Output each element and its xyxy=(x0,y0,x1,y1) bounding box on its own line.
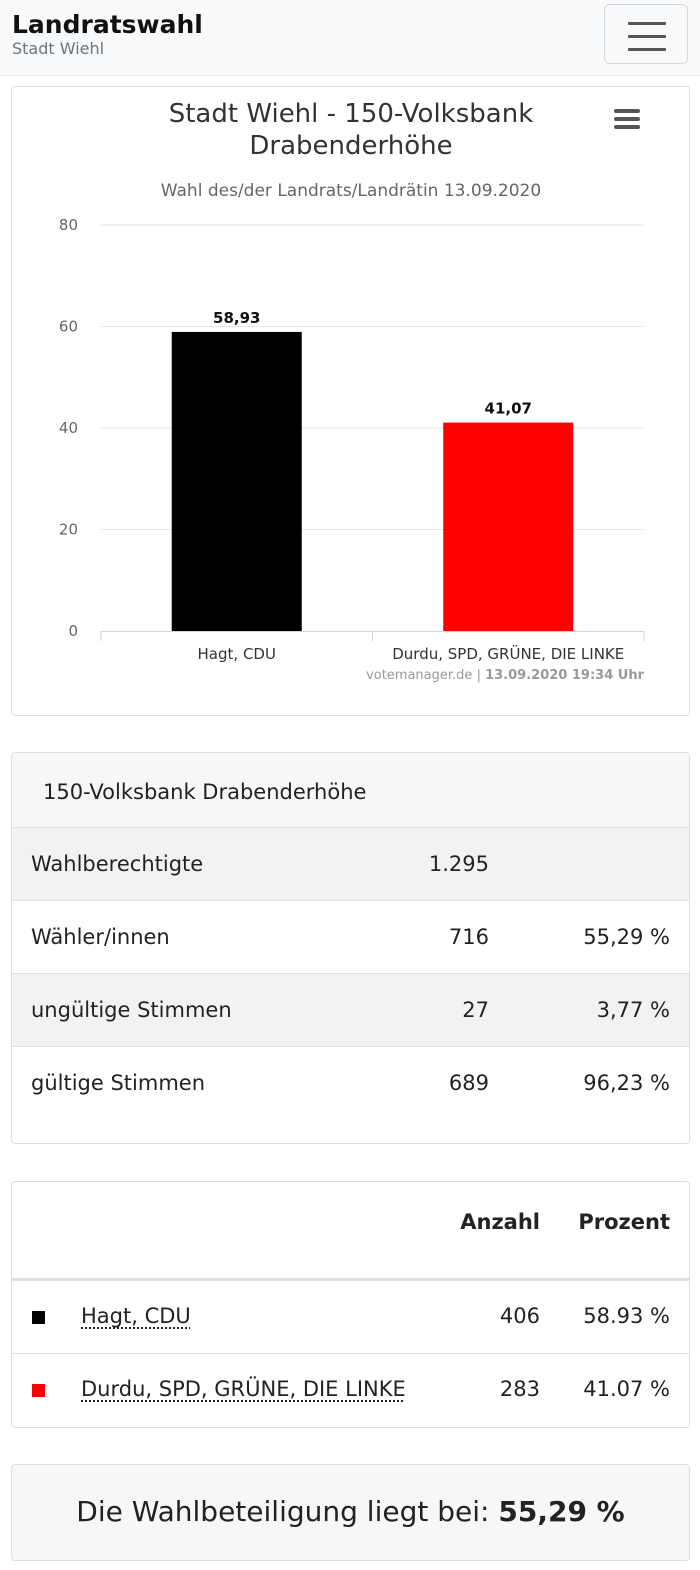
turnout-label: Die Wahlbeteiligung liegt bei: xyxy=(76,1495,490,1528)
hamburger-icon-bar xyxy=(628,35,666,38)
stat-row: Wähler/innen 716 55,29 % xyxy=(12,901,689,974)
bar[interactable] xyxy=(171,331,302,631)
stat-percent: 96,23 % xyxy=(583,1071,670,1095)
stat-count: 689 xyxy=(448,1071,489,1095)
stat-count: 27 xyxy=(462,998,489,1022)
credit-separator: | xyxy=(472,668,485,683)
navbar: Landratswahl Stadt Wiehl xyxy=(0,0,700,76)
brand-title[interactable]: Landratswahl xyxy=(12,10,203,39)
chart-title-line2: Drabenderhöhe xyxy=(249,131,452,161)
result-count: 283 xyxy=(499,1377,540,1401)
stat-percent: 55,29 % xyxy=(583,925,670,949)
result-row: Hagt, CDU 406 58.93 % xyxy=(12,1281,689,1354)
data-label: 41,07 xyxy=(485,400,532,418)
y-tick-label: 40 xyxy=(59,419,78,437)
y-tick-label: 0 xyxy=(68,622,78,640)
stat-count: 1.295 xyxy=(428,852,489,876)
column-header-percent: Prozent xyxy=(578,1210,670,1234)
navbar-toggle-button[interactable] xyxy=(604,4,688,64)
result-row: Durdu, SPD, GRÜNE, DIE LINKE 283 41.07 % xyxy=(12,1354,689,1427)
chart-title-line1: Stadt Wiehl - 150-Volksbank xyxy=(169,99,534,129)
bar-chart: Stadt Wiehl - 150-Volksbank Drabenderhöh… xyxy=(59,99,645,683)
result-percent: 58.93 % xyxy=(583,1304,670,1328)
y-tick-label: 60 xyxy=(59,318,78,336)
y-tick-label: 80 xyxy=(59,216,78,234)
brand-subtitle: Stadt Wiehl xyxy=(12,39,105,58)
stat-label: Wähler/innen xyxy=(31,925,170,949)
candidate-name-link[interactable]: Durdu, SPD, GRÜNE, DIE LINKE xyxy=(81,1377,406,1401)
candidate-name-link[interactable]: Hagt, CDU xyxy=(81,1304,191,1328)
results-header: Anzahl Prozent xyxy=(12,1182,689,1281)
chart-credit[interactable]: votemanager.de | 13.09.2020 19:34 Uhr xyxy=(366,668,645,683)
chart-bars xyxy=(171,331,574,631)
column-header-count: Anzahl xyxy=(460,1210,540,1234)
chart-data-labels: 58,93 41,07 xyxy=(213,309,532,418)
hamburger-icon xyxy=(628,22,666,25)
stat-count: 716 xyxy=(448,925,489,949)
data-label: 58,93 xyxy=(213,309,260,327)
stat-label: gültige Stimmen xyxy=(31,1071,206,1095)
hamburger-icon-bar xyxy=(628,48,666,51)
credit-site: votemanager.de xyxy=(366,668,472,683)
result-percent: 41.07 % xyxy=(583,1377,670,1401)
x-category-label: Hagt, CDU xyxy=(198,645,276,663)
stats-header: 150-Volksbank Drabenderhöhe xyxy=(12,753,689,828)
color-swatch xyxy=(32,1384,45,1397)
stats-card: 150-Volksbank Drabenderhöhe Wahlberechti… xyxy=(11,752,690,1144)
results-card: Anzahl Prozent Hagt, CDU 406 58.93 % Dur… xyxy=(11,1181,690,1428)
stat-row: gültige Stimmen 689 96,23 % xyxy=(12,1047,689,1120)
result-count: 406 xyxy=(499,1304,540,1328)
turnout-value: 55,29 % xyxy=(498,1495,625,1528)
bar[interactable] xyxy=(443,422,574,631)
chart-subtitle: Wahl des/der Landrats/Landrätin 13.09.20… xyxy=(161,181,541,201)
stat-row: ungültige Stimmen 27 3,77 % xyxy=(12,974,689,1047)
stat-row: Wahlberechtigte 1.295 xyxy=(12,828,689,901)
turnout-card: Die Wahlbeteiligung liegt bei: 55,29 % xyxy=(11,1464,690,1561)
x-category-label: Durdu, SPD, GRÜNE, DIE LINKE xyxy=(392,644,624,663)
turnout-text: Die Wahlbeteiligung liegt bei: 55,29 % xyxy=(12,1495,689,1528)
chart-y-axis: 0 20 40 60 80 xyxy=(59,216,78,640)
stat-label: Wahlberechtigte xyxy=(31,852,204,876)
chart-card: Stadt Wiehl - 150-Volksbank Drabenderhöh… xyxy=(11,86,690,716)
chart-x-axis: Hagt, CDU Durdu, SPD, GRÜNE, DIE LINKE xyxy=(100,631,645,663)
chart-menu-icon[interactable] xyxy=(614,109,640,129)
y-tick-label: 20 xyxy=(59,521,78,539)
color-swatch xyxy=(32,1311,45,1324)
stat-percent: 3,77 % xyxy=(596,998,670,1022)
stat-label: ungültige Stimmen xyxy=(31,998,232,1022)
credit-time: 13.09.2020 19:34 Uhr xyxy=(485,668,644,683)
